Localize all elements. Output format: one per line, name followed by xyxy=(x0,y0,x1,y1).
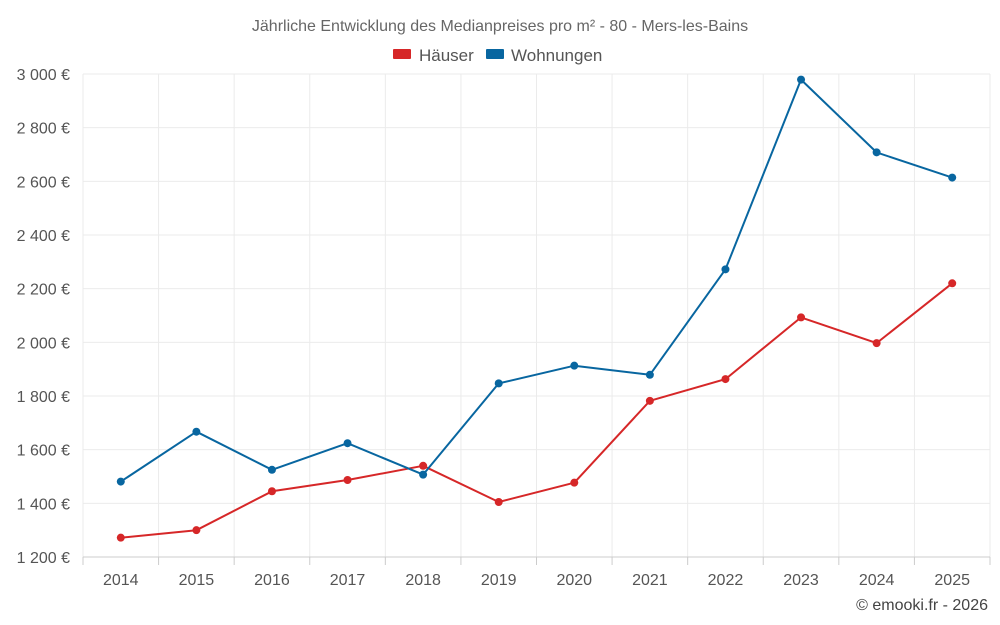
chart-title: Jährliche Entwicklung des Medianpreises … xyxy=(252,18,748,35)
series-line xyxy=(120,78,953,483)
x-tick-label: 2021 xyxy=(632,572,668,589)
data-point[interactable] xyxy=(343,475,352,484)
data-point[interactable] xyxy=(948,279,957,288)
series-wohnungen xyxy=(116,75,957,486)
series-layer xyxy=(116,75,957,542)
data-point[interactable] xyxy=(797,313,806,322)
x-tick-label: 2017 xyxy=(330,572,366,589)
y-tick-label: 2 000 € xyxy=(17,335,70,352)
credit-text: © emooki.fr - 2026 xyxy=(856,597,988,614)
data-point[interactable] xyxy=(494,497,503,506)
data-point[interactable] xyxy=(343,439,352,448)
legend-item-haeuser[interactable]: Häuser xyxy=(393,46,474,65)
y-tick-label: 1 200 € xyxy=(17,550,70,567)
legend-swatch-wohnungen xyxy=(486,49,504,59)
legend-item-wohnungen[interactable]: Wohnungen xyxy=(486,46,602,65)
data-point[interactable] xyxy=(494,379,503,388)
y-tick-label: 3 000 € xyxy=(17,67,70,84)
y-axis-ticks: 1 200 € 1 400 € 1 600 € 1 800 € 2 000 € 2 200… xyxy=(17,67,70,567)
data-point[interactable] xyxy=(797,75,806,84)
x-tick-label: 2018 xyxy=(405,572,441,589)
data-point[interactable] xyxy=(419,461,428,470)
legend-label-wohnungen: Wohnungen xyxy=(511,46,602,65)
x-tick-label: 2020 xyxy=(556,572,592,589)
gridlines xyxy=(82,73,991,557)
series-haeuser xyxy=(116,279,957,542)
y-tick-label: 1 400 € xyxy=(17,496,70,513)
x-tick-label: 2016 xyxy=(254,572,290,589)
data-point[interactable] xyxy=(948,173,957,182)
x-tick-label: 2015 xyxy=(179,572,215,589)
data-point[interactable] xyxy=(116,477,125,486)
data-point[interactable] xyxy=(645,396,654,405)
legend-label-haeuser: Häuser xyxy=(419,46,474,65)
y-tick-label: 2 800 € xyxy=(17,121,70,138)
data-point[interactable] xyxy=(419,470,428,479)
series-line xyxy=(120,282,953,539)
data-point[interactable] xyxy=(872,148,881,157)
x-axis-ticks: 2014 2015 2016 2017 2018 2019 2020 2021 2022 2023… xyxy=(82,557,991,589)
x-tick-label: 2019 xyxy=(481,572,517,589)
data-point[interactable] xyxy=(570,478,579,487)
data-point[interactable] xyxy=(267,465,276,474)
data-point[interactable] xyxy=(721,265,730,274)
y-tick-label: 2 400 € xyxy=(17,228,70,245)
data-point[interactable] xyxy=(116,533,125,542)
data-point[interactable] xyxy=(570,361,579,370)
data-point[interactable] xyxy=(192,526,201,535)
data-point[interactable] xyxy=(192,427,201,436)
x-tick-label: 2025 xyxy=(934,572,970,589)
data-point[interactable] xyxy=(645,370,654,379)
y-tick-label: 1 600 € xyxy=(17,443,70,460)
y-tick-label: 1 800 € xyxy=(17,389,70,406)
x-tick-label: 2022 xyxy=(708,572,744,589)
x-tick-label: 2023 xyxy=(783,572,819,589)
data-point[interactable] xyxy=(721,375,730,384)
legend-swatch-haeuser xyxy=(393,49,411,59)
y-tick-label: 2 200 € xyxy=(17,282,70,299)
x-tick-label: 2024 xyxy=(859,572,895,589)
y-tick-label: 2 600 € xyxy=(17,174,70,191)
data-point[interactable] xyxy=(267,487,276,496)
legend: Häuser Wohnungen xyxy=(393,46,602,65)
x-tick-label: 2014 xyxy=(103,572,139,589)
data-point[interactable] xyxy=(872,339,881,348)
